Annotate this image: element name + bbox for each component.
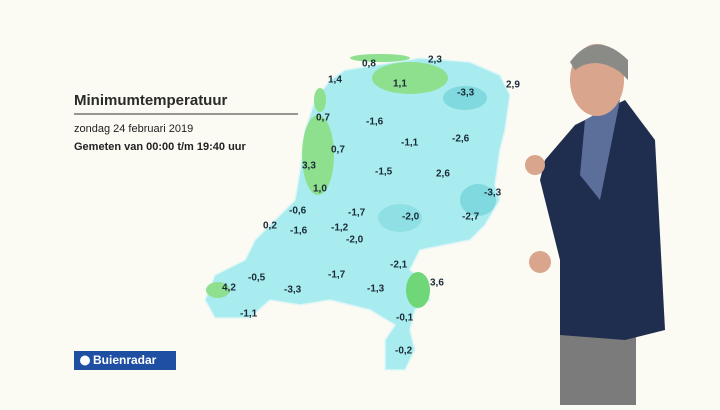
station-value: 3,3 (302, 161, 316, 172)
station-value: 1,1 (393, 79, 407, 90)
station-value: -3,3 (484, 188, 502, 199)
cold-area (378, 204, 422, 232)
station-value: 2,9 (506, 80, 520, 91)
cold-area (443, 86, 487, 110)
station-value: -2,7 (462, 212, 480, 223)
map (204, 54, 511, 371)
station-value: 2,6 (436, 169, 450, 180)
jacket (540, 100, 665, 340)
trousers (560, 330, 636, 405)
station-value: -3,3 (284, 285, 302, 296)
warm-area (372, 62, 448, 94)
station-value: 0,8 (362, 59, 376, 70)
date: zondag 24 februari 2019 (74, 123, 193, 135)
station-value: 2,3 (428, 55, 442, 66)
station-value: -1,2 (331, 223, 349, 234)
warm-area (406, 272, 430, 308)
station-value: -1,7 (328, 270, 346, 281)
warm-area (206, 282, 230, 298)
station-value: -0,6 (289, 206, 307, 217)
station-value: 0,7 (316, 113, 330, 124)
logo-icon (80, 355, 90, 366)
station-value: -0,2 (395, 346, 413, 357)
station-value: 4,2 (222, 283, 236, 294)
station-value: -1,1 (401, 138, 419, 149)
station-value: -2,1 (390, 260, 408, 271)
station-value: -0,1 (396, 313, 414, 324)
logo-box (74, 351, 176, 370)
station-value: -1,6 (366, 117, 384, 128)
station-value: -1,6 (290, 226, 308, 237)
station-value: -3,3 (457, 88, 475, 99)
station-value: 0,2 (263, 221, 277, 232)
hand (529, 251, 551, 273)
station-value: -1,1 (240, 309, 258, 320)
station-value: -2,6 (452, 134, 470, 145)
island (350, 54, 410, 62)
station-value: -1,7 (348, 208, 366, 219)
measured-period: Gemeten van 00:00 t/m 19:40 uur (74, 141, 247, 153)
station-value: 1,0 (313, 184, 327, 195)
shirt (580, 100, 620, 200)
station-value: -2,0 (402, 212, 420, 223)
warm-area (314, 88, 326, 112)
station-value: -0,5 (248, 273, 266, 284)
hair (570, 44, 628, 80)
title: Minimumtemperatuur (74, 92, 228, 109)
station-value: 0,7 (331, 145, 345, 156)
hand (525, 155, 545, 175)
station-value: -1,5 (375, 167, 393, 178)
country-shape (204, 57, 511, 371)
presenter (525, 44, 665, 405)
cold-area (460, 184, 496, 216)
station-value: -1,3 (367, 284, 385, 295)
warm-area (302, 115, 334, 195)
station-value: -2,0 (346, 235, 364, 246)
station-value: 3,6 (430, 278, 444, 289)
logo: Buienradar (93, 353, 157, 367)
station-value: 1,4 (328, 75, 342, 86)
